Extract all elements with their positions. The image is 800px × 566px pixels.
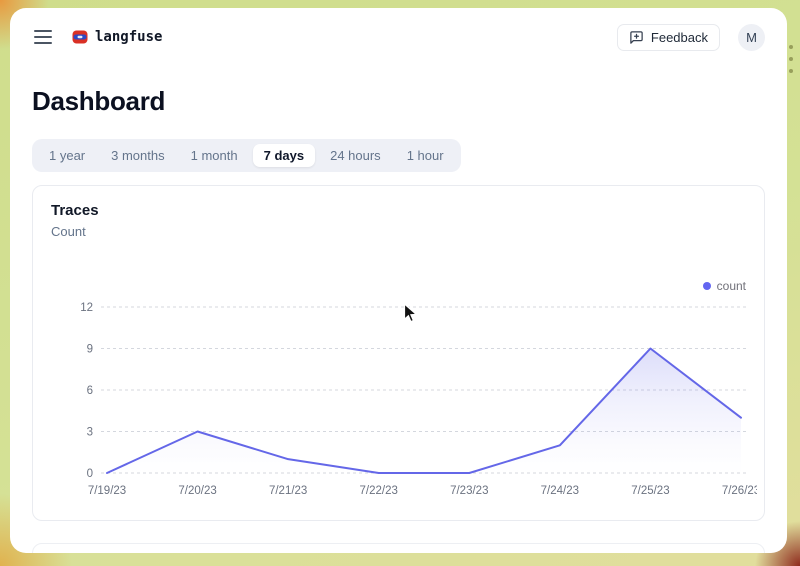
tab-7-days[interactable]: 7 days xyxy=(252,144,316,167)
langfuse-logo[interactable]: langfuse xyxy=(72,29,162,45)
svg-text:7/24/23: 7/24/23 xyxy=(541,485,579,497)
legend-dot-icon xyxy=(702,282,711,290)
app-window: langfuse Feedback M Dashboard 1 year 3 mo… xyxy=(10,8,787,553)
avatar[interactable]: M xyxy=(738,23,765,51)
frame-dot xyxy=(789,57,793,61)
message-square-plus-icon xyxy=(629,30,644,45)
svg-text:7/26/23: 7/26/23 xyxy=(722,485,757,497)
avatar-initial: M xyxy=(746,29,757,45)
frame-dot xyxy=(789,69,793,73)
svg-text:7/21/23: 7/21/23 xyxy=(269,485,307,497)
page-title: Dashboard xyxy=(32,86,166,116)
svg-text:6: 6 xyxy=(87,385,93,397)
tab-1-hour[interactable]: 1 hour xyxy=(396,144,455,167)
card-title: Traces xyxy=(51,202,99,219)
chart-legend: count xyxy=(51,279,746,293)
navbar-right: Feedback M xyxy=(616,23,765,51)
svg-text:7/19/23: 7/19/23 xyxy=(88,485,126,497)
svg-text:12: 12 xyxy=(80,302,93,314)
svg-text:7/22/23: 7/22/23 xyxy=(360,485,398,497)
langfuse-logo-icon xyxy=(72,30,88,44)
feedback-label: Feedback xyxy=(650,29,708,45)
traces-area-chart[interactable]: 0 3 6 9 12 7/19/23 7/20/23 7/21/23 7/22/23 7/23/2… xyxy=(51,295,760,507)
legend-label: count xyxy=(716,279,746,293)
traces-card: Traces Count count 0 3 6 9 12 7/19/23 7/20/23 7… xyxy=(32,185,765,521)
navbar-left: langfuse xyxy=(32,28,162,46)
card-subtitle: Count xyxy=(51,224,86,239)
svg-text:9: 9 xyxy=(87,344,93,356)
menu-icon[interactable] xyxy=(32,28,54,46)
frame-dot xyxy=(789,45,793,49)
svg-text:7/20/23: 7/20/23 xyxy=(178,485,216,497)
svg-text:7/23/23: 7/23/23 xyxy=(450,485,488,497)
feedback-button[interactable]: Feedback xyxy=(616,23,720,51)
date-range-tablist: 1 year 3 months 1 month 7 days 24 hours 1 hou… xyxy=(32,139,461,172)
svg-text:3: 3 xyxy=(87,427,93,439)
logo-text: langfuse xyxy=(95,29,163,45)
tab-1-year[interactable]: 1 year xyxy=(38,144,96,167)
top-navbar: langfuse Feedback M xyxy=(10,8,787,66)
next-card-stub xyxy=(32,543,765,553)
svg-text:0: 0 xyxy=(87,468,93,480)
svg-text:7/25/23: 7/25/23 xyxy=(631,485,669,497)
tab-24-hours[interactable]: 24 hours xyxy=(319,144,392,167)
tab-1-month[interactable]: 1 month xyxy=(180,144,249,167)
tab-3-months[interactable]: 3 months xyxy=(100,144,175,167)
